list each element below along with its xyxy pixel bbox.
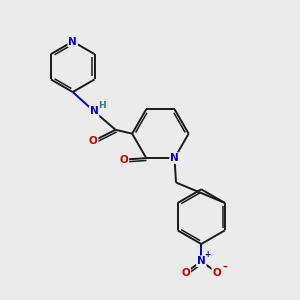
Text: N: N <box>90 106 98 116</box>
Text: N: N <box>197 256 206 266</box>
Text: O: O <box>89 136 98 146</box>
Text: +: + <box>204 250 210 259</box>
Text: –: – <box>223 262 227 272</box>
Text: N: N <box>170 153 179 163</box>
Text: O: O <box>182 268 190 278</box>
Text: O: O <box>120 154 128 165</box>
Text: N: N <box>68 37 77 46</box>
Text: O: O <box>212 268 221 278</box>
Text: H: H <box>98 101 106 110</box>
